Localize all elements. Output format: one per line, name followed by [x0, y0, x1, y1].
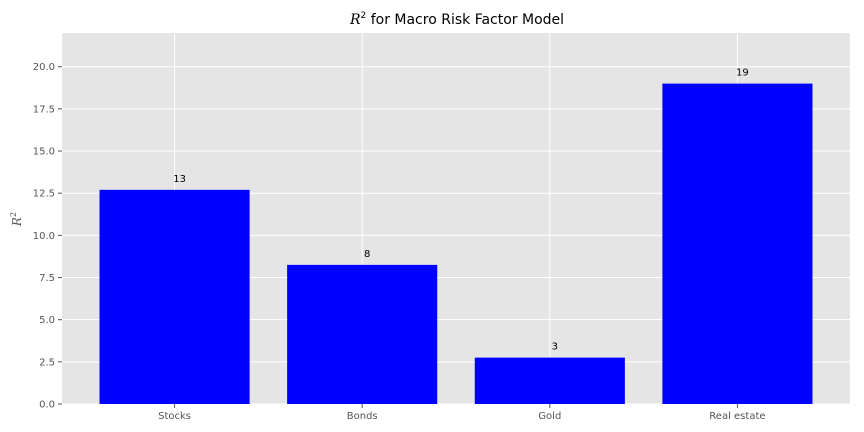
data-labels: 13 8 3 19: [173, 68, 749, 353]
ylabel-superscript: 2: [9, 212, 18, 217]
y-tick-label: 17.5: [33, 104, 55, 115]
ylabel-r: R: [10, 217, 24, 227]
y-axis-ticks: 0.0 2.5 5.0 7.5 10.0 12.5 15.0 17.5 20.0: [33, 62, 62, 411]
y-tick-label: 0.0: [39, 400, 55, 411]
x-tick-label: Gold: [538, 411, 561, 422]
x-tick-label: Bonds: [347, 411, 378, 422]
y-tick-label: 20.0: [33, 62, 55, 73]
y-tick-label: 12.5: [33, 189, 55, 200]
y-tick-label: 15.0: [33, 147, 55, 158]
data-label: 3: [552, 342, 558, 353]
data-label: 19: [736, 68, 749, 79]
y-tick-label: 2.5: [39, 357, 55, 368]
bars: [99, 83, 813, 404]
bar-bonds: [287, 264, 438, 404]
y-tick-label: 7.5: [39, 273, 55, 284]
x-tick-label: Stocks: [158, 411, 191, 422]
bar-stocks: [99, 189, 250, 404]
data-label: 13: [173, 174, 186, 185]
bar-gold: [474, 357, 625, 404]
title-r: R: [349, 12, 361, 28]
y-tick-label: 10.0: [33, 231, 55, 242]
x-axis-ticks: Stocks Bonds Gold Real estate: [158, 404, 766, 422]
chart-title: R2 for Macro Risk Factor Model: [349, 11, 564, 28]
y-tick-label: 5.0: [39, 315, 55, 326]
data-label: 8: [364, 249, 370, 260]
y-axis-label: R2: [9, 212, 24, 227]
title-rest: for Macro Risk Factor Model: [366, 12, 564, 28]
title-superscript: 2: [361, 11, 367, 21]
x-tick-label: Real estate: [709, 411, 765, 422]
bar-real-estate: [662, 83, 813, 404]
